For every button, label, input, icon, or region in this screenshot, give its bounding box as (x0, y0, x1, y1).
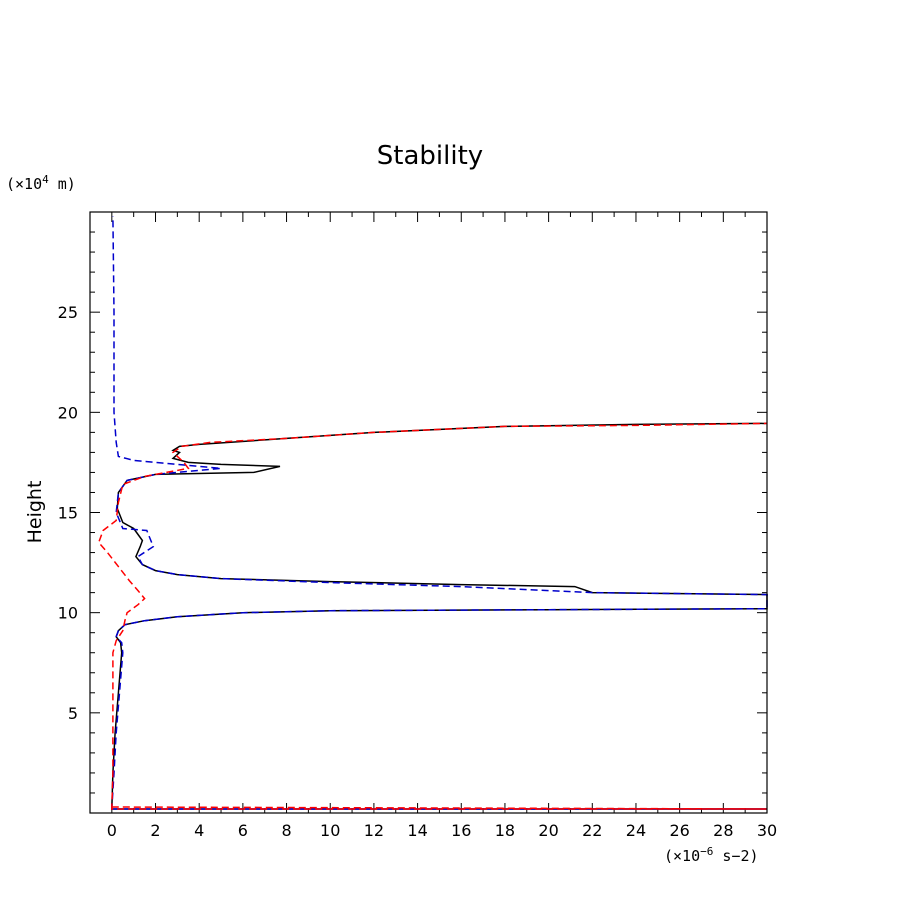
x-unit-label: (×10−6 s−2) (664, 845, 759, 865)
data-series (97, 215, 768, 810)
x-tick-label: 30 (757, 821, 777, 840)
x-tick-label: 24 (626, 821, 646, 840)
x-tick-label: 28 (713, 821, 733, 840)
series-line-solid-black (111, 422, 768, 810)
y-axis-label: Height (24, 481, 46, 544)
x-tick-label: 6 (238, 821, 248, 840)
y-tick-label: 5 (68, 704, 78, 723)
x-tick-label: 8 (281, 821, 291, 840)
y-tick-label: 25 (58, 303, 78, 322)
x-tick-label: 18 (495, 821, 515, 840)
x-tick-label: 2 (150, 821, 160, 840)
x-tick-label: 20 (538, 821, 558, 840)
y-unit-label: (×104 m) (6, 173, 76, 193)
x-tick-label: 4 (194, 821, 204, 840)
series-line-dashed-red (97, 422, 768, 810)
x-tick-label: 10 (320, 821, 340, 840)
plot-frame (89, 211, 768, 814)
x-tick-label: 14 (407, 821, 427, 840)
y-tick-label: 15 (58, 504, 78, 523)
series-line-dashed-blue (111, 215, 768, 810)
chart-title: Stability (377, 141, 483, 171)
x-tick-label: 0 (107, 821, 117, 840)
y-tick-label: 10 (58, 604, 78, 623)
x-tick-label: 16 (451, 821, 471, 840)
x-tick-label: 26 (669, 821, 689, 840)
x-tick-label: 22 (582, 821, 602, 840)
x-tick-label: 12 (364, 821, 384, 840)
y-tick-label: 20 (58, 403, 78, 422)
